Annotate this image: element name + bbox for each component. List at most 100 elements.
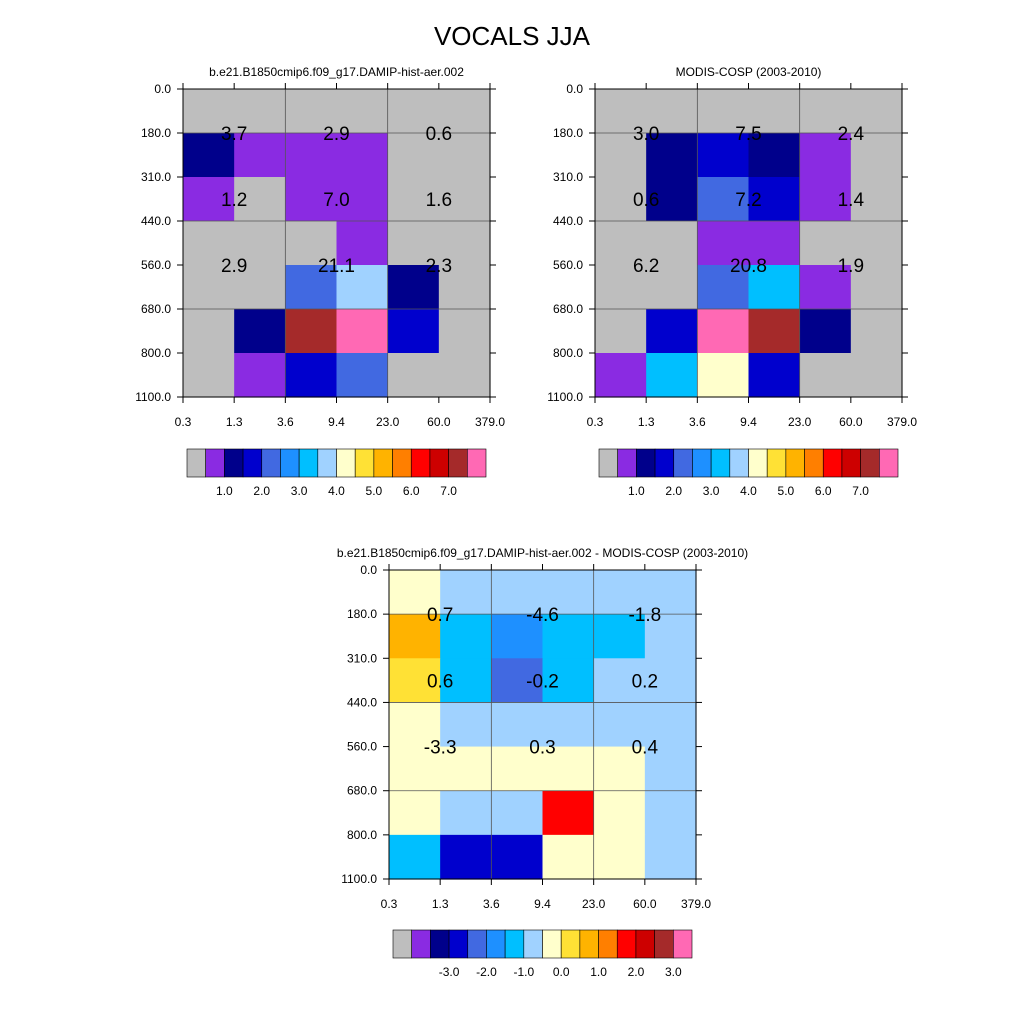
colorbar-box <box>336 448 356 478</box>
heatmap-cell <box>697 309 750 354</box>
heatmap-cell <box>438 89 491 134</box>
colorbar: 1.0 2.0 3.0 4.0 5.0 6.0 7.0 <box>598 448 899 498</box>
heatmap-cell <box>595 353 647 398</box>
x-tick-label: 1.3 <box>638 415 655 429</box>
heatmap-cell <box>440 570 492 615</box>
heatmap-cell <box>440 834 492 880</box>
heatmap-cell <box>595 309 647 354</box>
y-tick-label: 680.0 <box>141 302 171 316</box>
cell-value-label: -4.6 <box>526 605 559 626</box>
x-tick-label: 9.4 <box>740 415 757 429</box>
heatmap-cell <box>285 309 338 354</box>
cell-value-label: 6.2 <box>633 256 659 277</box>
cell-value-label: 2.9 <box>323 124 349 145</box>
colorbar-label: 4.0 <box>740 484 757 498</box>
heatmap-cell <box>389 702 441 748</box>
colorbar-label: 3.0 <box>703 484 720 498</box>
heatmap-cell <box>593 658 646 704</box>
y-tick-label: 180.0 <box>347 607 377 621</box>
y-tick-label: 180.0 <box>553 126 583 140</box>
colorbar-label: 1.0 <box>628 484 645 498</box>
heatmap-cell <box>387 89 440 134</box>
heatmap-cell <box>799 353 852 398</box>
heatmap-cell <box>440 658 492 704</box>
heatmap-cell <box>850 177 903 222</box>
heatmap-cell <box>389 834 441 880</box>
heatmap-cell <box>234 89 286 134</box>
colorbar-box <box>392 929 412 959</box>
heatmap-cell <box>387 177 440 222</box>
colorbar-box <box>654 448 675 478</box>
x-tick-label: 23.0 <box>376 415 400 429</box>
panel-title: b.e21.B1850cmip6.f09_g17.DAMIP-hist-aer.… <box>209 65 464 79</box>
heatmap-cell <box>644 746 697 792</box>
colorbar-box <box>879 448 899 478</box>
heatmap-cell <box>387 265 440 310</box>
cell-value-label: 1.6 <box>426 190 452 211</box>
colorbar-box <box>729 448 749 478</box>
cell-value-label: 1.9 <box>838 256 864 277</box>
cell-value-label: 2.9 <box>221 256 247 277</box>
colorbar: -3.0 -2.0 -1.0 0.0 1.0 2.0 3.0 <box>392 929 693 979</box>
heatmap-cell <box>234 309 286 354</box>
heatmap-cell <box>593 790 646 836</box>
cell-value-label: 2.3 <box>426 256 452 277</box>
heatmap-cell <box>438 265 491 310</box>
heatmap-cell <box>183 353 235 398</box>
y-tick-label: 560.0 <box>141 258 171 272</box>
x-tick-label: 379.0 <box>887 415 917 429</box>
colorbar-label: -2.0 <box>476 965 497 979</box>
figure-title: VOCALS JJA <box>434 21 591 51</box>
x-tick-label: 0.3 <box>175 415 192 429</box>
heatmap-cell <box>799 133 852 178</box>
panel-title: b.e21.B1850cmip6.f09_g17.DAMIP-hist-aer.… <box>337 546 748 560</box>
heatmap-cell <box>491 614 544 659</box>
heatmap-cell <box>593 570 646 615</box>
heatmap-cell <box>646 265 698 310</box>
colorbar-label: 2.0 <box>628 965 645 979</box>
x-tick-label: 60.0 <box>839 415 863 429</box>
x-tick-label: 60.0 <box>633 897 657 911</box>
heatmap-cell <box>646 89 698 134</box>
colorbar-box <box>430 929 450 959</box>
heatmap-cell <box>644 658 697 704</box>
colorbar-box <box>560 929 581 959</box>
heatmap-cell <box>438 309 491 354</box>
x-tick-label: 3.6 <box>483 897 500 911</box>
colorbar-box <box>804 448 824 478</box>
colorbar-box <box>654 929 674 959</box>
cell-value-label: 7.5 <box>735 124 761 145</box>
colorbar-box <box>542 929 562 959</box>
colorbar-label: 2.0 <box>665 484 682 498</box>
heatmap-cell <box>183 133 235 178</box>
x-tick-label: 23.0 <box>788 415 812 429</box>
cell-value-label: 1.2 <box>221 190 247 211</box>
heatmap-cell <box>183 221 235 266</box>
cell-value-label: 3.0 <box>633 124 659 145</box>
colorbar-label: 3.0 <box>665 965 682 979</box>
colorbar-box <box>486 929 506 959</box>
heatmap-cell <box>646 133 698 178</box>
x-tick-label: 1.3 <box>226 415 243 429</box>
colorbar-box <box>411 929 431 959</box>
heatmap-cell <box>336 353 389 398</box>
heatmap-cell <box>593 746 646 792</box>
colorbar-box <box>635 929 655 959</box>
cell-value-label: 21.1 <box>318 256 355 277</box>
heatmap-cell <box>799 89 852 134</box>
heatmap-cell <box>438 133 491 178</box>
colorbar-box <box>673 929 693 959</box>
heatmap-cell <box>697 265 750 310</box>
colorbar-box <box>598 448 618 478</box>
colorbar-label: -3.0 <box>439 965 460 979</box>
heatmap-cell <box>285 265 338 310</box>
heatmap-cell <box>285 133 338 178</box>
cell-value-label: 1.4 <box>838 190 865 211</box>
colorbar-box <box>616 929 637 959</box>
heatmap-cell <box>799 221 852 266</box>
x-tick-label: 3.6 <box>277 415 294 429</box>
cell-value-label: 7.2 <box>735 190 761 211</box>
colorbar-box <box>710 448 731 478</box>
y-tick-label: 310.0 <box>141 170 171 184</box>
cell-value-label: 0.7 <box>427 605 453 626</box>
